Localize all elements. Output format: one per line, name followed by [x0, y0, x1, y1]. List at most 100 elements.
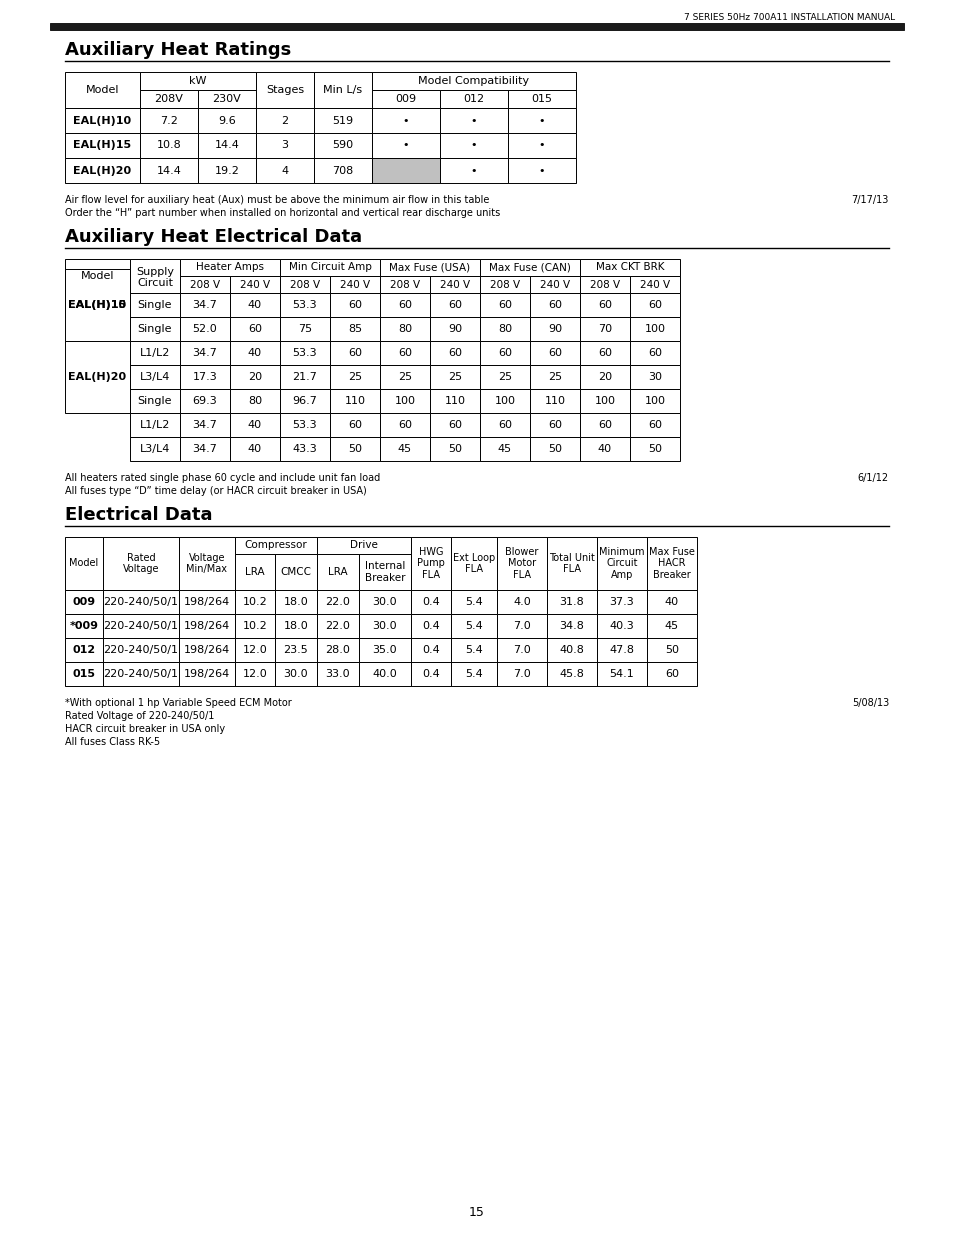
Text: 60: 60	[348, 348, 361, 358]
Bar	[597, 638, 646, 662]
Bar	[379, 275, 430, 293]
Bar	[314, 107, 372, 133]
Text: 60: 60	[448, 348, 461, 358]
Bar	[65, 133, 140, 158]
Text: 12.0: 12.0	[242, 645, 267, 655]
Text: Total Unit
FLA: Total Unit FLA	[549, 553, 595, 574]
Text: 5.4: 5.4	[465, 645, 482, 655]
Bar	[65, 72, 140, 107]
Text: Minimum
Circuit
Amp: Minimum Circuit Amp	[598, 547, 644, 580]
Text: 60: 60	[647, 348, 661, 358]
Text: 20: 20	[598, 372, 612, 382]
Bar	[497, 638, 546, 662]
Bar	[379, 317, 430, 341]
Bar	[230, 389, 280, 412]
Text: Auxiliary Heat Ratings: Auxiliary Heat Ratings	[65, 41, 291, 59]
Text: Model Compatibility: Model Compatibility	[418, 77, 529, 86]
Text: 5.4: 5.4	[465, 621, 482, 631]
Bar	[180, 259, 280, 275]
Text: All fuses Class RK-5: All fuses Class RK-5	[65, 737, 160, 747]
Bar	[430, 366, 479, 389]
Bar	[198, 158, 255, 183]
Text: 40: 40	[248, 445, 262, 454]
Text: EAL(H)10: EAL(H)10	[69, 300, 127, 310]
Bar	[130, 317, 180, 341]
Text: 198/264: 198/264	[184, 669, 230, 679]
Text: 7 SERIES 50Hz 700A11 INSTALLATION MANUAL: 7 SERIES 50Hz 700A11 INSTALLATION MANUAL	[683, 12, 894, 21]
Text: 19.2: 19.2	[214, 165, 239, 175]
Bar	[497, 614, 546, 638]
Bar	[579, 293, 629, 317]
Text: 708: 708	[332, 165, 354, 175]
Text: 208 V: 208 V	[589, 279, 619, 289]
Text: 40.0: 40.0	[373, 669, 397, 679]
Text: 40: 40	[598, 445, 612, 454]
Text: 54.1: 54.1	[609, 669, 634, 679]
Text: 60: 60	[547, 348, 561, 358]
Bar	[430, 317, 479, 341]
Text: 7.0: 7.0	[513, 621, 530, 631]
Bar	[629, 341, 679, 366]
Bar	[372, 90, 439, 107]
Bar	[579, 437, 629, 461]
Bar	[314, 158, 372, 183]
Text: Single: Single	[137, 396, 172, 406]
Text: 60: 60	[497, 420, 512, 430]
Text: Compressor: Compressor	[244, 541, 307, 551]
Bar	[130, 389, 180, 412]
Bar	[280, 275, 330, 293]
Text: 28.0: 28.0	[325, 645, 350, 655]
Text: 23.5: 23.5	[283, 645, 308, 655]
Text: 25: 25	[397, 372, 412, 382]
Bar	[546, 638, 597, 662]
Bar	[330, 437, 379, 461]
Text: *009: *009	[70, 621, 98, 631]
Text: 220-240/50/1: 220-240/50/1	[103, 645, 178, 655]
Text: 52.0: 52.0	[193, 324, 217, 333]
Text: 40: 40	[248, 300, 262, 310]
Text: 60: 60	[448, 300, 461, 310]
Bar	[646, 614, 697, 638]
Text: 60: 60	[598, 348, 612, 358]
Text: EAL(H)15: EAL(H)15	[69, 300, 127, 310]
Text: 45.8: 45.8	[559, 669, 584, 679]
Text: 0.4: 0.4	[421, 669, 439, 679]
Text: 25: 25	[448, 372, 461, 382]
Bar	[180, 317, 230, 341]
Text: 53.3: 53.3	[293, 348, 317, 358]
Text: 25: 25	[497, 372, 512, 382]
Text: 21.7: 21.7	[293, 372, 317, 382]
Text: 85: 85	[348, 324, 362, 333]
Bar	[314, 133, 372, 158]
Bar	[439, 90, 507, 107]
Text: Rated Voltage of 220-240/50/1: Rated Voltage of 220-240/50/1	[65, 711, 214, 721]
Bar	[372, 72, 576, 90]
Text: •: •	[538, 116, 545, 126]
Bar	[280, 317, 330, 341]
Text: LRA: LRA	[328, 567, 348, 577]
Bar	[65, 293, 130, 317]
Bar	[597, 614, 646, 638]
Bar	[230, 366, 280, 389]
Text: 012: 012	[463, 94, 484, 104]
Bar	[629, 389, 679, 412]
Text: 60: 60	[598, 300, 612, 310]
Bar	[430, 275, 479, 293]
Bar	[629, 366, 679, 389]
Text: 50: 50	[348, 445, 361, 454]
Bar	[497, 662, 546, 685]
Bar	[479, 317, 530, 341]
Bar	[646, 638, 697, 662]
Bar	[330, 412, 379, 437]
Bar	[597, 662, 646, 685]
Bar	[430, 412, 479, 437]
Bar	[130, 259, 180, 293]
Text: HACR circuit breaker in USA only: HACR circuit breaker in USA only	[65, 724, 225, 734]
Text: •: •	[470, 141, 476, 151]
Text: 22.0: 22.0	[325, 597, 350, 606]
Bar	[479, 389, 530, 412]
Bar	[274, 638, 316, 662]
Bar	[451, 614, 497, 638]
Text: 198/264: 198/264	[184, 597, 230, 606]
Text: 230V: 230V	[213, 94, 241, 104]
